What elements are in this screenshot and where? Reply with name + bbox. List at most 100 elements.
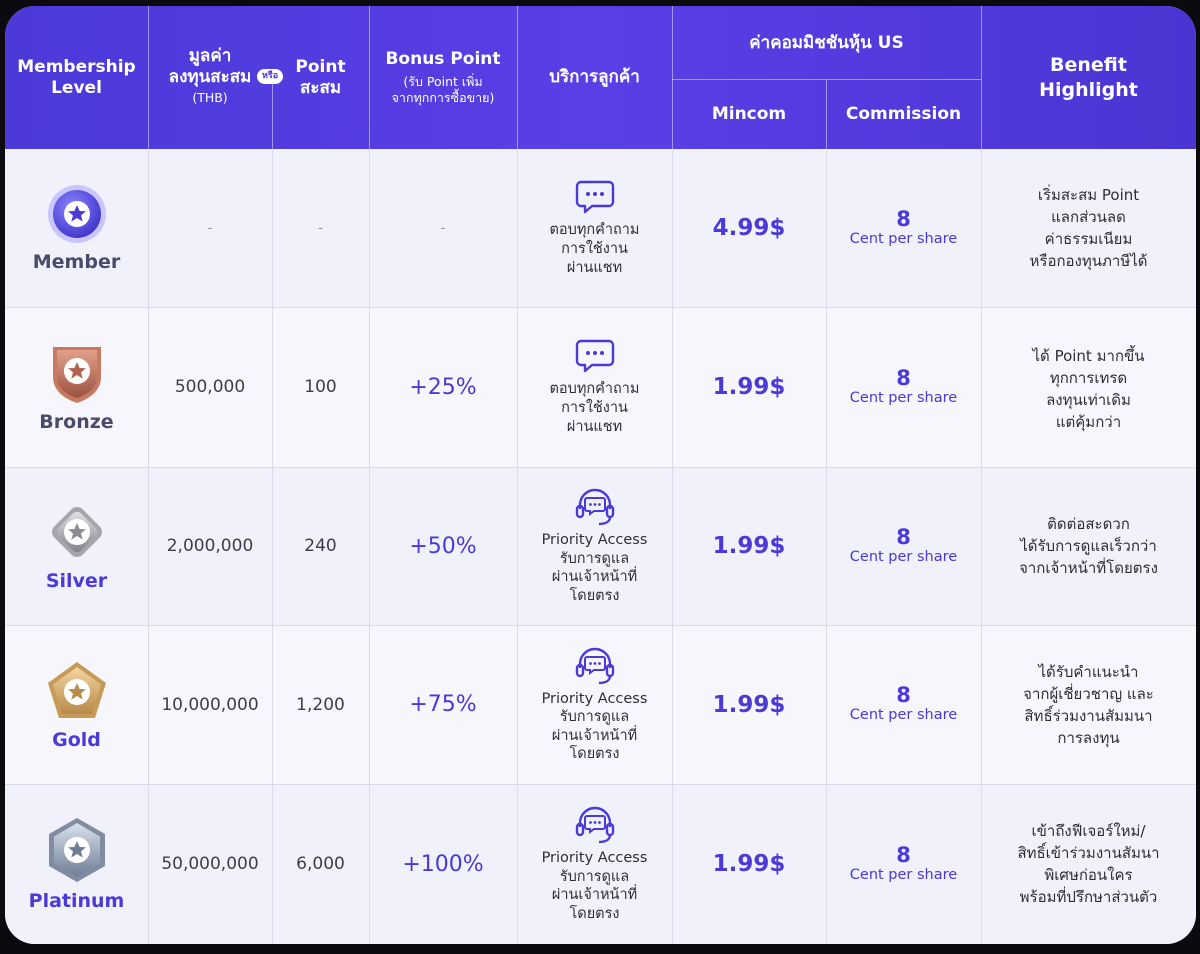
- header-benefit-line2: Highlight: [1039, 78, 1138, 101]
- benefit-cell: เข้าถึงฟีเจอร์ใหม่/ สิทธิ์เข้าร่วมงานสัม…: [981, 784, 1196, 944]
- service-line: โดยตรง: [569, 746, 620, 762]
- service-line: ตอบทุกคำถาม: [549, 221, 640, 238]
- platinum-hexagon-icon: [46, 816, 108, 884]
- benefit-line: จากผู้เชี่ยวชาญ และ: [1023, 684, 1154, 703]
- benefit-cell: เริ่มสะสม Point แลกส่วนลด ค่าธรรมเนียม ห…: [981, 149, 1196, 307]
- service-line: การใช้งาน: [561, 240, 628, 257]
- investment-cell: -: [148, 149, 272, 307]
- star-circle-icon: [46, 183, 108, 245]
- service-line: ผ่านแชท: [566, 418, 623, 435]
- service-text: ตอบทุกคำถาม การใช้งาน ผ่านแชท: [550, 380, 640, 437]
- service-line: Priority Access: [541, 850, 648, 866]
- benefit-line: การลงทุน: [1057, 728, 1120, 747]
- benefit-line: สิทธิ์ร่วมงานสัมมนา: [1024, 706, 1153, 725]
- header-membership-level: Membership Level: [5, 6, 148, 149]
- headset-icon: [574, 805, 616, 845]
- row-divider: [5, 307, 1196, 308]
- service-line: ผ่านเจ้าหน้าที่: [551, 569, 638, 585]
- points-value: 100: [304, 377, 337, 397]
- column-divider: [148, 149, 149, 944]
- bonus-value: +75%: [409, 692, 477, 717]
- benefit-line: จากเจ้าหน้าที่โดยตรง: [1019, 559, 1158, 577]
- or-badge: หรือ: [254, 66, 284, 85]
- mincom-cell: 1.99$: [672, 467, 826, 625]
- service-line: Priority Access: [541, 532, 648, 548]
- level-cell-bronze: Bronze: [5, 307, 148, 467]
- benefit-line: แต่คุ้มกว่า: [1055, 413, 1122, 431]
- bonus-value: +100%: [402, 851, 484, 877]
- header-membership-level-line1: Membership: [17, 56, 136, 77]
- service-cell: Priority Access รับการดูแล ผ่านเจ้าหน้าท…: [517, 625, 672, 784]
- bonus-value: -: [440, 220, 446, 236]
- header-divider: [148, 6, 149, 149]
- benefit-line: แลกส่วนลด: [1051, 208, 1126, 226]
- commission-cell: 8 Cent per share: [826, 307, 981, 467]
- investment-value: 500,000: [174, 377, 246, 397]
- chat-bubble-icon: [575, 338, 615, 374]
- column-divider: [517, 149, 518, 944]
- header-commission: Commission: [826, 80, 981, 149]
- table-header: Membership Level มูลค่า ลงทุนสะสม (THB) …: [5, 6, 1196, 149]
- column-divider: [826, 149, 827, 944]
- mincom-value: 1.99$: [712, 851, 786, 877]
- mincom-cell: 1.99$: [672, 307, 826, 467]
- service-cell: ตอบทุกคำถาม การใช้งาน ผ่านแชท: [517, 307, 672, 467]
- row-divider: [5, 467, 1196, 468]
- investment-cell: 50,000,000: [148, 784, 272, 944]
- commission-value: 8: [896, 683, 911, 707]
- points-value: -: [318, 220, 323, 236]
- header-investment-line1: มูลค่า: [188, 46, 232, 66]
- level-cell-member: Member: [5, 149, 148, 307]
- benefit-cell: ติดต่อสะดวก ได้รับการดูแลเร็วกว่า จากเจ้…: [981, 467, 1196, 625]
- header-points-line2: สะสม: [299, 77, 342, 98]
- service-line: โดยตรง: [569, 587, 620, 604]
- column-divider: [369, 149, 370, 944]
- headset-icon: [574, 487, 616, 527]
- commission-value: 8: [896, 842, 911, 867]
- benefit-line: สิทธิ์เข้าร่วมงานสัมนา: [1017, 844, 1160, 862]
- points-cell: 240: [272, 467, 369, 625]
- points-cell: 6,000: [272, 784, 369, 944]
- mincom-value: 1.99$: [712, 691, 786, 718]
- points-cell: 1,200: [272, 625, 369, 784]
- commission-unit: Cent per share: [849, 866, 958, 883]
- bronze-shield-icon: [47, 341, 107, 405]
- header-divider: [517, 6, 518, 149]
- service-line: ผ่านเจ้าหน้าที่: [551, 887, 638, 903]
- header-divider: [272, 80, 273, 149]
- service-line: การใช้งาน: [561, 399, 628, 416]
- commission-unit: Cent per share: [849, 230, 958, 247]
- benefit-line: พร้อมที่ปรึกษาส่วนตัว: [1019, 888, 1158, 906]
- level-name: Bronze: [39, 411, 114, 433]
- points-value: 1,200: [296, 694, 345, 715]
- service-cell: ตอบทุกคำถาม การใช้งาน ผ่านแชท: [517, 149, 672, 307]
- column-divider: [981, 149, 982, 944]
- commission-cell: 8 Cent per share: [826, 467, 981, 625]
- bonus-cell: +75%: [369, 625, 517, 784]
- investment-value: 50,000,000: [161, 854, 259, 874]
- silver-diamond-icon: [45, 500, 109, 564]
- header-customer-service-text: บริการลูกค้า: [549, 67, 640, 87]
- bonus-cell: -: [369, 149, 517, 307]
- level-cell-silver: Silver: [5, 467, 148, 625]
- header-mincom: Mincom: [672, 80, 826, 149]
- bonus-cell: +25%: [369, 307, 517, 467]
- mincom-cell: 4.99$: [672, 149, 826, 307]
- points-value: 240: [304, 536, 337, 556]
- header-currency: (THB): [192, 90, 228, 105]
- commission-value: 8: [896, 365, 911, 390]
- level-name: Gold: [52, 728, 101, 751]
- level-cell-platinum: Platinum: [5, 784, 148, 944]
- benefit-line: ติดต่อสะดวก: [1047, 515, 1130, 533]
- service-line: Priority Access: [541, 690, 648, 707]
- row-divider: [5, 625, 1196, 626]
- header-points-line1: Point: [295, 56, 346, 77]
- service-text: Priority Access รับการดูแล ผ่านเจ้าหน้าท…: [542, 849, 648, 923]
- mincom-value: 4.99$: [712, 215, 786, 241]
- investment-value: -: [207, 220, 213, 236]
- mincom-value: 1.99$: [712, 533, 786, 559]
- investment-cell: 10,000,000: [148, 625, 272, 784]
- benefit-line: เริ่มสะสม Point: [1037, 186, 1140, 204]
- column-divider: [272, 149, 273, 944]
- table-row: [5, 467, 1196, 625]
